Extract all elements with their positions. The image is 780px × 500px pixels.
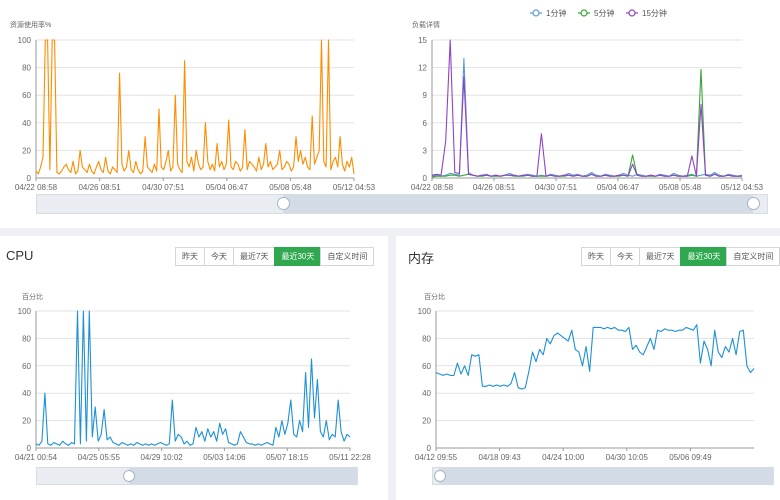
- x-tick-label: 05/07 18:15: [266, 453, 309, 462]
- legend-marker-icon: [628, 9, 636, 17]
- panel-title: 内存: [408, 251, 435, 266]
- zoom-handle-left[interactable]: [434, 470, 446, 482]
- y-tick-label: 40: [422, 389, 431, 398]
- x-tick-label: 04/18 09:43: [478, 453, 521, 462]
- series-line: [35, 39, 355, 175]
- legend-item[interactable]: 5分钟: [578, 8, 614, 18]
- x-tick-label: 05/06 09:49: [669, 453, 712, 462]
- y-tick-label: 80: [422, 334, 431, 343]
- y-tick-label: 60: [422, 362, 431, 371]
- y-tick-label: 20: [22, 417, 31, 426]
- legend-label: 15分钟: [642, 8, 667, 18]
- zoom-slider[interactable]: [432, 467, 774, 485]
- y-tick-label: 15: [418, 36, 427, 45]
- series-line-15分钟: [431, 39, 742, 177]
- zoom-handle-left[interactable]: [123, 470, 135, 482]
- panel-title: CPU: [6, 248, 34, 263]
- memory-panel: 内存 昨天 今天 最近7天 最近30天 自定义时间 百分比 0 20 40 60 80 10…: [396, 236, 780, 500]
- zoom-handle-right[interactable]: [747, 197, 760, 210]
- y-tick-label: 6: [423, 119, 428, 128]
- x-tick-label: 05/12 04:53: [333, 183, 376, 192]
- x-tick-label: 04/29 10:02: [140, 453, 183, 462]
- y-tick-label: 0: [423, 174, 428, 183]
- zoom-slider[interactable]: [36, 467, 358, 485]
- y-tick-label: 60: [22, 362, 31, 371]
- y-axis-title: 资源使用率%: [10, 20, 51, 29]
- legend-item[interactable]: 15分钟: [626, 8, 667, 18]
- x-tick-label: 04/30 07:51: [142, 183, 185, 192]
- y-axis-title: 负载详情: [412, 20, 440, 29]
- memory-chart: 百分比 0 20 40 60 80 100 04/12 09:55 04/18 09:43 04/…: [415, 292, 755, 462]
- x-tick-label: 04/30 07:51: [535, 183, 578, 192]
- legend-label: 1分钟: [546, 8, 566, 18]
- y-tick-label: 9: [423, 91, 428, 100]
- resource-usage-chart: 资源使用率% 0 20 40 60 80 100 04/22 08:58 04/26 08:51…: [10, 20, 376, 192]
- x-tick-label: 04/26 08:51: [473, 183, 516, 192]
- x-tick-label: 04/25 05:55: [78, 453, 121, 462]
- y-tick-label: 100: [18, 307, 32, 316]
- y-tick-label: 40: [22, 389, 31, 398]
- x-tick-label: 05/11 22:28: [329, 453, 371, 462]
- y-axis-title: 百分比: [424, 292, 445, 301]
- zoom-slider[interactable]: [36, 194, 768, 214]
- x-tick-label: 05/08 05:48: [659, 183, 702, 192]
- y-tick-label: 20: [22, 146, 31, 155]
- y-axis-title: 百分比: [22, 292, 43, 301]
- legend-marker-icon: [580, 9, 588, 17]
- load-detail-chart: 负载详情 0 3 6 9 12 15 04/22 08:58 04/26 08:51 04/30 …: [411, 8, 764, 192]
- y-tick-label: 80: [22, 64, 31, 73]
- btn-last-30-days[interactable]: 最近30天: [274, 247, 322, 266]
- legend-item[interactable]: 1分钟: [530, 8, 566, 18]
- btn-custom-time[interactable]: 自定义时间: [320, 247, 375, 266]
- x-tick-label: 05/12 04:53: [721, 183, 764, 192]
- cpu-panel: CPU 昨天 今天 最近7天 最近30天 自定义时间 百分比 0 20 40 60 80 1…: [0, 236, 388, 500]
- zoom-slider-fill: [439, 468, 773, 484]
- y-tick-label: 100: [18, 36, 32, 45]
- legend-label: 5分钟: [594, 8, 614, 18]
- x-tick-label: 04/24 10:00: [542, 453, 585, 462]
- overview-panel: 资源使用率% 0 20 40 60 80 100 04/22 08:58 04/26 08:51…: [0, 0, 780, 228]
- x-tick-label: 05/04 06:47: [597, 183, 640, 192]
- y-tick-label: 3: [423, 146, 428, 155]
- y-tick-label: 40: [22, 119, 31, 128]
- legend-marker-icon: [532, 9, 540, 17]
- y-tick-label: 0: [27, 444, 32, 453]
- zoom-slider-fill: [129, 468, 357, 484]
- zoom-handle-left[interactable]: [277, 197, 290, 210]
- y-tick-label: 60: [22, 91, 31, 100]
- y-tick-label: 80: [22, 334, 31, 343]
- x-tick-label: 04/12 09:55: [415, 453, 458, 462]
- y-tick-label: 0: [427, 444, 432, 453]
- x-tick-label: 04/21 00:54: [15, 453, 58, 462]
- x-tick-label: 05/04 06:47: [206, 183, 249, 192]
- series-line: [35, 310, 351, 446]
- y-tick-label: 0: [27, 174, 32, 183]
- y-tick-label: 20: [422, 417, 431, 426]
- y-tick-label: 100: [418, 307, 432, 316]
- x-tick-label: 04/30 10:05: [606, 453, 649, 462]
- y-tick-label: 12: [418, 64, 427, 73]
- x-tick-label: 04/22 08:58: [411, 183, 454, 192]
- x-tick-label: 05/03 14:06: [203, 453, 246, 462]
- time-range-buttons: 昨天 今天 最近7天 最近30天 自定义时间: [175, 247, 375, 266]
- series-line: [435, 324, 755, 390]
- x-tick-label: 04/22 08:58: [15, 183, 58, 192]
- cpu-chart: 百分比 0 20 40 60 80 100 04/21 00:54 04/25 05:55 04/…: [15, 292, 372, 462]
- x-tick-label: 05/08 05:48: [269, 183, 312, 192]
- zoom-slider-fill: [283, 195, 753, 213]
- x-tick-label: 04/26 08:51: [78, 183, 121, 192]
- btn-last-30-days[interactable]: 最近30天: [680, 247, 728, 266]
- series-line-1分钟: [431, 57, 743, 177]
